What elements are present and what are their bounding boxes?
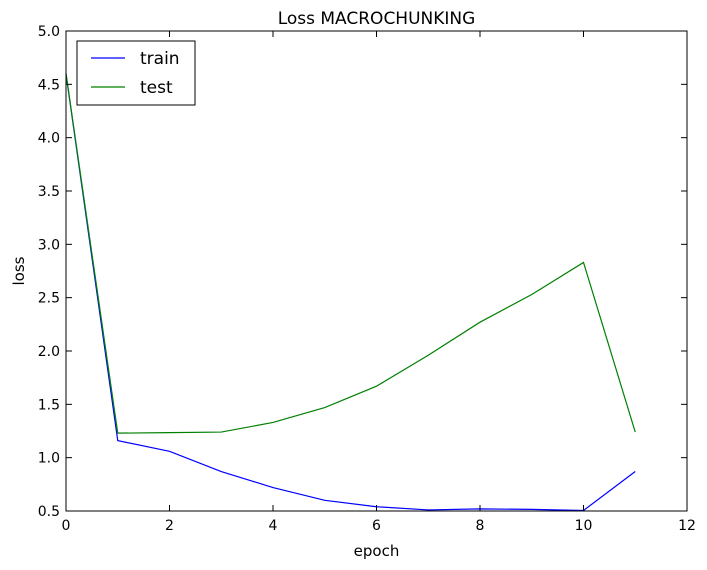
series-layer: [65, 73, 636, 512]
y-tick-label: 0.5: [38, 504, 60, 520]
legend: train test: [76, 40, 196, 106]
series-line-test: [65, 73, 636, 434]
x-tick-label: 0: [62, 518, 71, 534]
y-axis-label: loss: [10, 256, 28, 285]
x-tick-label: 2: [165, 518, 174, 534]
x-tick-label: 8: [476, 518, 485, 534]
y-tick-label: 4.0: [38, 131, 60, 147]
legend-label-train: train: [140, 49, 180, 69]
y-tick-label: 1.0: [38, 451, 60, 467]
x-tick-label: 6: [372, 518, 381, 534]
legend-box: [76, 40, 196, 106]
x-tick-label: 10: [575, 518, 593, 534]
x-tick-label: 12: [678, 518, 696, 534]
series-line-train: [65, 73, 636, 512]
y-tick-label: 1.5: [38, 397, 60, 413]
y-tick-label: 3.5: [38, 184, 60, 200]
y-tick-label: 2.0: [38, 344, 60, 360]
y-axis-ticks: 0.5 1.0 1.5 2.0 2.5 3.0 3.5 4.0 4.5 5.0: [38, 24, 687, 520]
x-axis-ticks: 0 2 4 6 8 10 12: [62, 31, 696, 534]
chart-title: Loss MACROCHUNKING: [278, 9, 476, 29]
y-tick-label: 2.5: [38, 291, 60, 307]
x-tick-label: 4: [269, 518, 278, 534]
y-tick-label: 5.0: [38, 24, 60, 40]
y-tick-label: 3.0: [38, 237, 60, 253]
y-tick-label: 4.5: [38, 77, 60, 93]
x-axis-label: epoch: [354, 542, 400, 560]
legend-label-test: test: [140, 78, 173, 98]
